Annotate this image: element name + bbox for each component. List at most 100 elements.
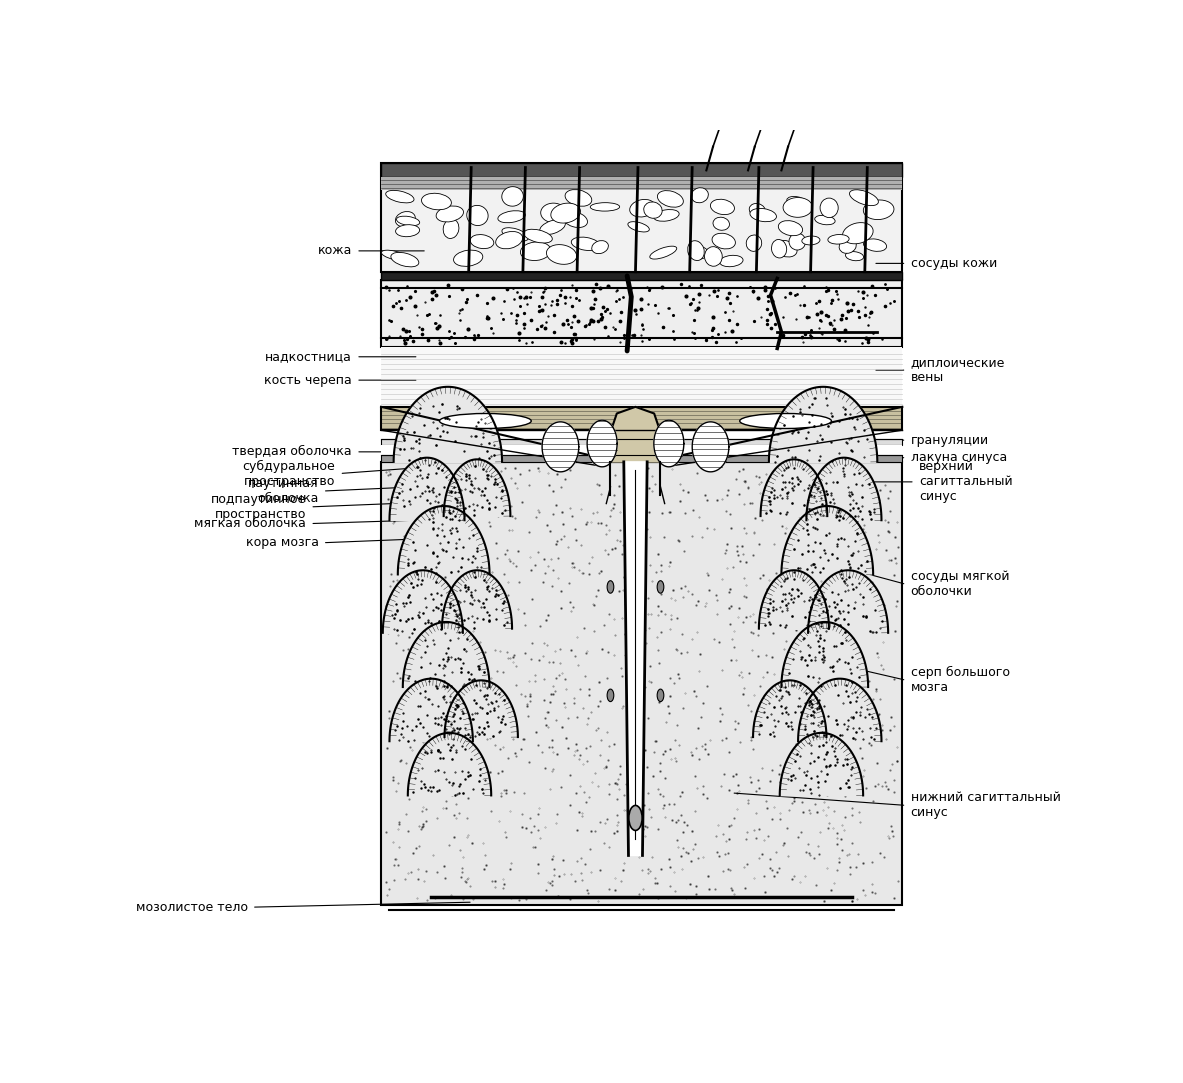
Text: твердая оболочка: твердая оболочка xyxy=(232,445,353,458)
Ellipse shape xyxy=(687,240,704,261)
Text: мозолистое тело: мозолистое тело xyxy=(136,901,247,914)
Polygon shape xyxy=(542,422,578,472)
Ellipse shape xyxy=(571,237,600,250)
Ellipse shape xyxy=(629,806,642,831)
Ellipse shape xyxy=(629,199,655,217)
Ellipse shape xyxy=(395,224,420,237)
Ellipse shape xyxy=(607,580,614,593)
Ellipse shape xyxy=(713,218,730,231)
Ellipse shape xyxy=(815,216,835,225)
Bar xyxy=(381,178,903,191)
Ellipse shape xyxy=(440,414,531,429)
Ellipse shape xyxy=(381,250,407,260)
Polygon shape xyxy=(780,733,864,795)
Polygon shape xyxy=(444,459,510,517)
Polygon shape xyxy=(403,622,490,687)
Polygon shape xyxy=(782,622,868,687)
Bar xyxy=(381,164,903,178)
Ellipse shape xyxy=(783,197,813,218)
Ellipse shape xyxy=(746,235,762,251)
Polygon shape xyxy=(408,733,491,795)
Ellipse shape xyxy=(774,240,797,257)
Ellipse shape xyxy=(539,220,565,235)
Ellipse shape xyxy=(653,210,679,221)
Ellipse shape xyxy=(437,206,464,222)
Polygon shape xyxy=(442,571,512,628)
Ellipse shape xyxy=(657,580,664,593)
Ellipse shape xyxy=(689,246,709,259)
Text: кора мозга: кора мозга xyxy=(246,536,318,549)
Ellipse shape xyxy=(711,199,735,214)
Ellipse shape xyxy=(657,689,664,702)
Polygon shape xyxy=(761,459,827,517)
Text: подпаутинное
пространство: подпаутинное пространство xyxy=(211,493,306,521)
Ellipse shape xyxy=(453,250,483,266)
Text: лакуна синуса: лакуна синуса xyxy=(911,452,1007,465)
Ellipse shape xyxy=(390,252,419,266)
Ellipse shape xyxy=(521,242,551,261)
Ellipse shape xyxy=(712,233,736,249)
Text: сосуды кожи: сосуды кожи xyxy=(911,257,997,270)
Polygon shape xyxy=(782,506,873,574)
Bar xyxy=(381,430,903,439)
Bar xyxy=(381,347,903,407)
Ellipse shape xyxy=(789,233,806,250)
Ellipse shape xyxy=(547,245,576,264)
Ellipse shape xyxy=(828,235,849,244)
Ellipse shape xyxy=(839,238,856,253)
Text: грануляции: грануляции xyxy=(911,433,989,446)
Ellipse shape xyxy=(444,219,459,238)
Polygon shape xyxy=(808,571,888,632)
Ellipse shape xyxy=(551,204,581,223)
Ellipse shape xyxy=(395,211,415,226)
Ellipse shape xyxy=(628,222,649,232)
Ellipse shape xyxy=(719,256,743,266)
Ellipse shape xyxy=(849,190,879,206)
Bar xyxy=(381,407,903,430)
Polygon shape xyxy=(623,461,647,856)
Ellipse shape xyxy=(691,187,709,203)
Polygon shape xyxy=(807,458,881,520)
Ellipse shape xyxy=(590,203,620,211)
Ellipse shape xyxy=(705,247,723,266)
Ellipse shape xyxy=(864,200,894,220)
Polygon shape xyxy=(758,571,829,628)
Polygon shape xyxy=(383,571,463,632)
Text: диплоические
вены: диплоические вены xyxy=(911,356,1006,384)
Polygon shape xyxy=(389,679,473,741)
Text: сосуды мягкой
оболочки: сосуды мягкой оболочки xyxy=(911,571,1009,599)
Text: мягкая оболочка: мягкая оболочка xyxy=(194,517,306,530)
Ellipse shape xyxy=(749,204,765,217)
Ellipse shape xyxy=(649,246,677,259)
Ellipse shape xyxy=(607,689,614,702)
Bar xyxy=(381,461,903,905)
Bar xyxy=(381,164,903,272)
Ellipse shape xyxy=(502,186,523,206)
Polygon shape xyxy=(397,506,490,574)
Ellipse shape xyxy=(750,208,776,222)
Ellipse shape xyxy=(802,236,820,245)
Ellipse shape xyxy=(496,232,523,249)
Ellipse shape xyxy=(739,414,832,429)
Text: кожа: кожа xyxy=(317,245,353,258)
Ellipse shape xyxy=(396,217,420,225)
Polygon shape xyxy=(769,387,878,461)
Text: верхний
сагиттальный
синус: верхний сагиттальный синус xyxy=(919,460,1013,504)
Bar xyxy=(381,455,903,461)
Ellipse shape xyxy=(565,190,592,206)
Text: нижний сагиттальный
синус: нижний сагиттальный синус xyxy=(911,792,1060,820)
Polygon shape xyxy=(754,680,827,738)
Polygon shape xyxy=(394,387,502,461)
Ellipse shape xyxy=(502,227,529,242)
Ellipse shape xyxy=(842,223,873,244)
Ellipse shape xyxy=(421,193,452,210)
Text: кость черепа: кость черепа xyxy=(264,374,353,387)
Polygon shape xyxy=(692,422,729,472)
Ellipse shape xyxy=(864,239,886,251)
Ellipse shape xyxy=(771,239,787,258)
Ellipse shape xyxy=(644,201,662,219)
Polygon shape xyxy=(445,680,518,738)
Ellipse shape xyxy=(467,206,489,225)
Text: серп большого
мозга: серп большого мозга xyxy=(911,666,1009,694)
Polygon shape xyxy=(389,458,465,520)
